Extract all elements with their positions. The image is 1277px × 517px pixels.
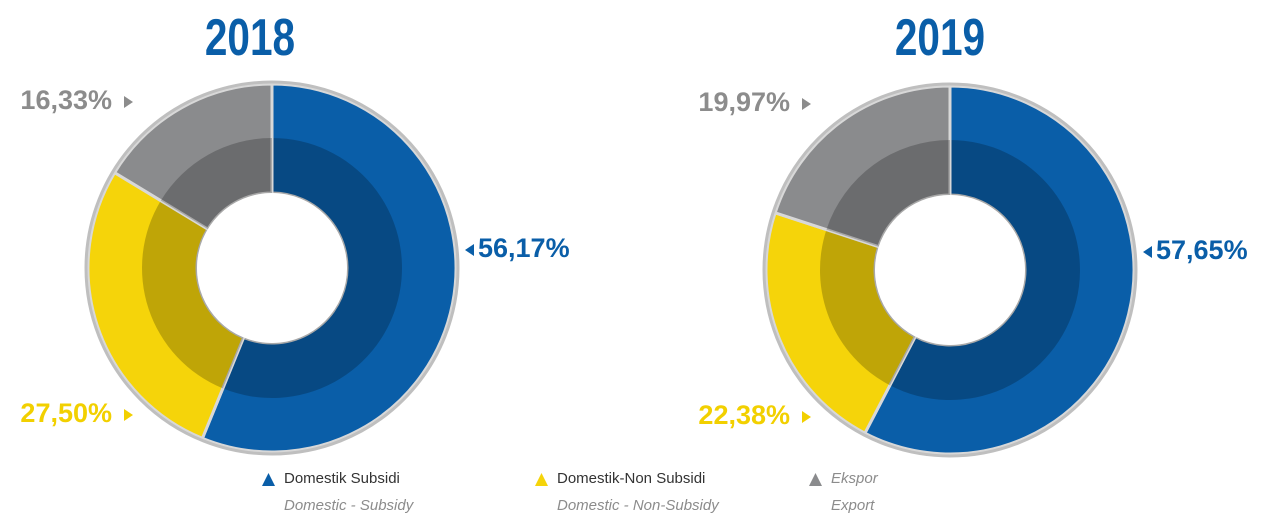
label-pointer	[802, 98, 811, 110]
value-label: 19,97%	[698, 87, 790, 117]
donut	[84, 80, 460, 456]
donut-rim	[762, 82, 1138, 458]
slice-inner-shade	[889, 140, 1080, 400]
legend: Domestik Subsidi Domestic - Subsidy Dome…	[262, 470, 879, 514]
value-label: 16,33%	[20, 85, 112, 115]
value-label: 27,50%	[20, 398, 112, 428]
donut-rim	[84, 80, 460, 456]
label-pointer	[124, 96, 133, 108]
label-pointer	[124, 409, 133, 421]
slice-inner-shade	[141, 200, 244, 389]
donut	[762, 82, 1138, 458]
chart-title: 2018	[205, 8, 295, 66]
slice-inner-shade	[820, 229, 916, 386]
slice-inner-shade	[222, 138, 403, 398]
label-pointer	[465, 244, 474, 256]
legend-marker	[535, 473, 548, 486]
legend-marker	[262, 473, 275, 486]
legend-label: Domestik Subsidi	[284, 470, 400, 487]
legend-sublabel: Domestic - Subsidy	[284, 497, 415, 514]
label-pointer	[802, 411, 811, 423]
value-label: 22,38%	[698, 400, 790, 430]
slice-inner-shade	[826, 140, 950, 247]
donut-hole	[197, 193, 347, 343]
legend-sublabel: Domestic - Non-Subsidy	[557, 497, 720, 514]
value-label: 56,17%	[478, 233, 570, 263]
chart-title: 2019	[895, 8, 985, 66]
legend-label: Ekspor	[831, 470, 879, 487]
legend-marker	[809, 473, 822, 486]
legend-sublabel: Export	[831, 497, 875, 514]
legend-label: Domestik-Non Subsidi	[557, 470, 705, 487]
slice-inner-shade	[160, 138, 272, 230]
value-label: 57,65%	[1156, 235, 1248, 265]
label-pointer	[1143, 246, 1152, 258]
donut-hole	[875, 195, 1025, 345]
